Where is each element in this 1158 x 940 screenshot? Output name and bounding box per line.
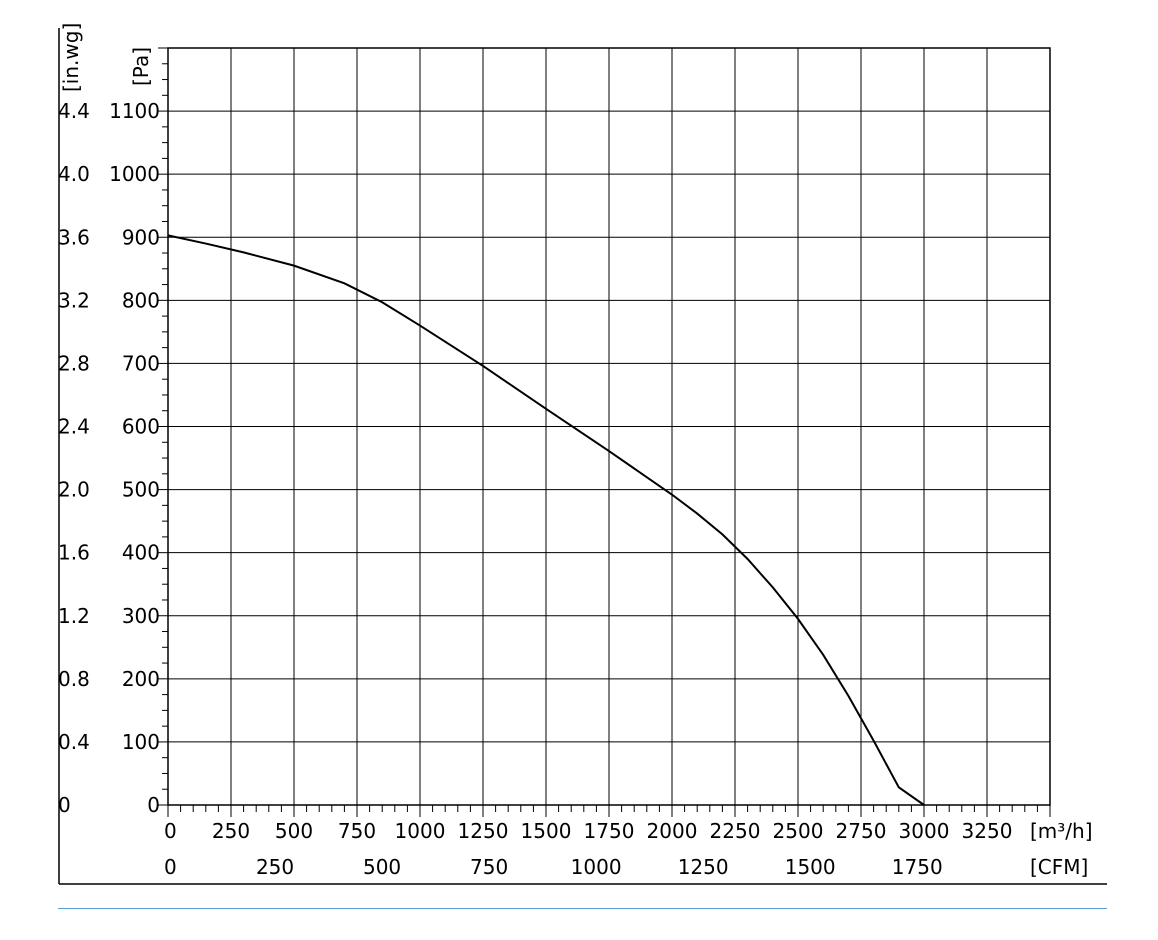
y-tick-label-pa: 500 <box>122 478 160 502</box>
x-tick-label-m3h: 750 <box>338 819 376 843</box>
y-tick-label-pa: 1000 <box>109 162 160 186</box>
y-tick-label-pa: 1100 <box>109 99 160 123</box>
footer-divider <box>58 908 1107 909</box>
x-tick-label-m3h: 2000 <box>647 819 698 843</box>
x-tick-label-m3h: 2500 <box>773 819 824 843</box>
y-tick-label-pa: 800 <box>122 288 160 312</box>
x-tick-label-m3h: 1250 <box>458 819 509 843</box>
x-tick-label-cfm: 500 <box>363 855 401 879</box>
y-tick-label-inwg: 4.0 <box>58 162 90 186</box>
fan-performance-curve <box>167 234 925 806</box>
y-tick-label-inwg: 3.6 <box>58 225 90 249</box>
x-tick-label-cfm: 1500 <box>785 855 836 879</box>
y-tick-label-pa: 900 <box>122 225 160 249</box>
x-tick-label-cfm: 750 <box>470 855 508 879</box>
x-tick-label-m3h: 500 <box>275 819 313 843</box>
y-tick-label-pa: 600 <box>122 415 160 439</box>
x-unit-primary-label: [m³/h] <box>1030 819 1093 843</box>
x-tick-label-m3h: 1750 <box>584 819 635 843</box>
x-tick-label-m3h: 1000 <box>395 819 446 843</box>
y-tick-label-inwg: 0.8 <box>58 667 90 691</box>
y-tick-label-inwg: 0.4 <box>58 730 90 754</box>
y-tick-label-inwg: 1.6 <box>58 541 90 565</box>
y-axis-tick-labels: 0 0 100 0.4 200 0.8 300 1.2 400 1.6 500 2.0 600 2.4 70… <box>58 99 160 817</box>
x-tick-label-m3h: 1500 <box>521 819 572 843</box>
plot-frame <box>167 47 1051 806</box>
x-unit-secondary-label: [CFM] <box>1030 855 1088 879</box>
y-tick-label-pa: 700 <box>122 351 160 375</box>
y-tick-label-inwg: 2.0 <box>58 478 90 502</box>
grid-lines <box>168 48 1050 805</box>
y-tick-label-inwg: 1.2 <box>58 604 90 628</box>
x-tick-label-cfm: 0 <box>164 855 177 879</box>
y-tick-label-pa: 300 <box>122 604 160 628</box>
x-tick-label-cfm: 250 <box>256 855 294 879</box>
x-tick-label-m3h: 3000 <box>899 819 950 843</box>
y-tick-label-pa: 0 <box>147 793 160 817</box>
x-tick-label-cfm: 1250 <box>678 855 729 879</box>
y-tick-label-pa: 400 <box>122 541 160 565</box>
x-axis-tick-labels: 0 250 500 750 1000 1250 1500 1750 2000 2250 2500 27… <box>164 819 1012 879</box>
x-tick-label-cfm: 1000 <box>571 855 622 879</box>
x-tick-label-m3h: 0 <box>164 819 177 843</box>
x-tick-label-cfm: 1750 <box>892 855 943 879</box>
x-tick-label-m3h: 3250 <box>962 819 1013 843</box>
x-tick-label-m3h: 2250 <box>710 819 761 843</box>
y-tick-label-pa: 100 <box>122 730 160 754</box>
y-unit-secondary-label: [in.wg] <box>59 23 83 92</box>
series-layer <box>167 234 925 806</box>
y-tick-label-pa: 200 <box>122 667 160 691</box>
y-tick-label-inwg: 2.4 <box>58 415 90 439</box>
y-tick-label-inwg: 3.2 <box>58 288 90 312</box>
y-tick-label-inwg: 0 <box>58 793 71 817</box>
minor-ticks <box>158 47 1051 817</box>
x-tick-label-m3h: 2750 <box>836 819 887 843</box>
y-tick-label-inwg: 2.8 <box>58 351 90 375</box>
x-tick-label-m3h: 250 <box>212 819 250 843</box>
y-unit-primary-label: [Pa] <box>129 47 153 86</box>
y-tick-label-inwg: 4.4 <box>58 99 90 123</box>
